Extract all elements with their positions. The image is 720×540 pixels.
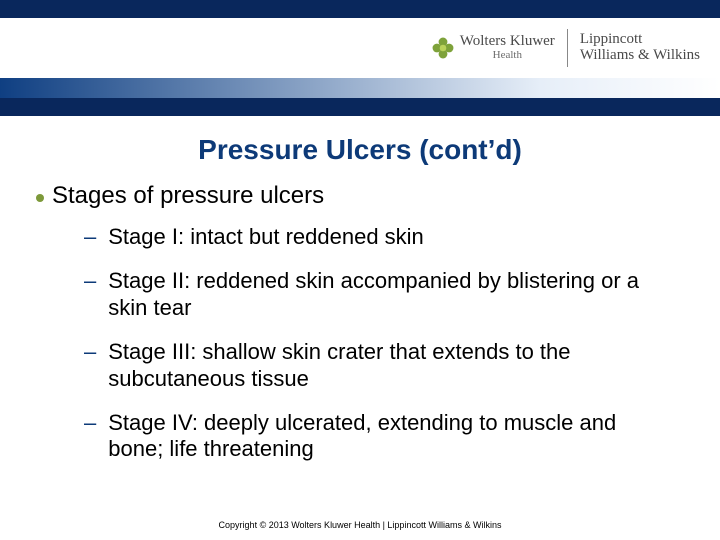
bullet-level1: Stages of pressure ulcers	[36, 182, 688, 210]
logo-divider	[567, 29, 568, 67]
dash-icon: –	[84, 339, 96, 365]
slide-title: Pressure Ulcers (cont’d)	[0, 134, 720, 166]
gradient-bar	[0, 78, 720, 98]
copyright-footer: Copyright © 2013 Wolters Kluwer Health |…	[0, 520, 720, 530]
bullet-dot-icon	[36, 194, 44, 202]
wolters-kluwer-logo: Wolters Kluwer Health	[432, 34, 555, 61]
dash-icon: –	[84, 268, 96, 294]
wk-text-block: Wolters Kluwer Health	[460, 34, 555, 61]
lvl2-text: Stage II: reddened skin accompanied by b…	[108, 268, 676, 321]
wk-clover-icon	[432, 37, 454, 59]
list-item: – Stage III: shallow skin crater that ex…	[84, 339, 676, 392]
lvl2-text: Stage I: intact but reddened skin	[108, 224, 424, 250]
lvl1-text: Stages of pressure ulcers	[52, 182, 324, 210]
wk-brand-name: Wolters Kluwer	[460, 34, 555, 50]
lvl2-text: Stage III: shallow skin crater that exte…	[108, 339, 676, 392]
list-item: – Stage IV: deeply ulcerated, extending …	[84, 410, 676, 463]
under-bar	[0, 98, 720, 116]
top-bar	[0, 0, 720, 18]
lww-line2: Williams & Wilkins	[580, 48, 700, 64]
dash-icon: –	[84, 224, 96, 250]
lww-logo: Lippincott Williams & Wilkins	[580, 32, 700, 64]
logo-bar: Wolters Kluwer Health Lippincott William…	[0, 18, 720, 78]
list-item: – Stage I: intact but reddened skin	[84, 224, 676, 250]
content-area: Stages of pressure ulcers – Stage I: int…	[0, 182, 720, 463]
list-item: – Stage II: reddened skin accompanied by…	[84, 268, 676, 321]
dash-icon: –	[84, 410, 96, 436]
lww-line1: Lippincott	[580, 32, 700, 48]
lvl2-list: – Stage I: intact but reddened skin – St…	[36, 224, 688, 463]
wk-brand-sub: Health	[460, 50, 555, 62]
lvl2-text: Stage IV: deeply ulcerated, extending to…	[108, 410, 676, 463]
